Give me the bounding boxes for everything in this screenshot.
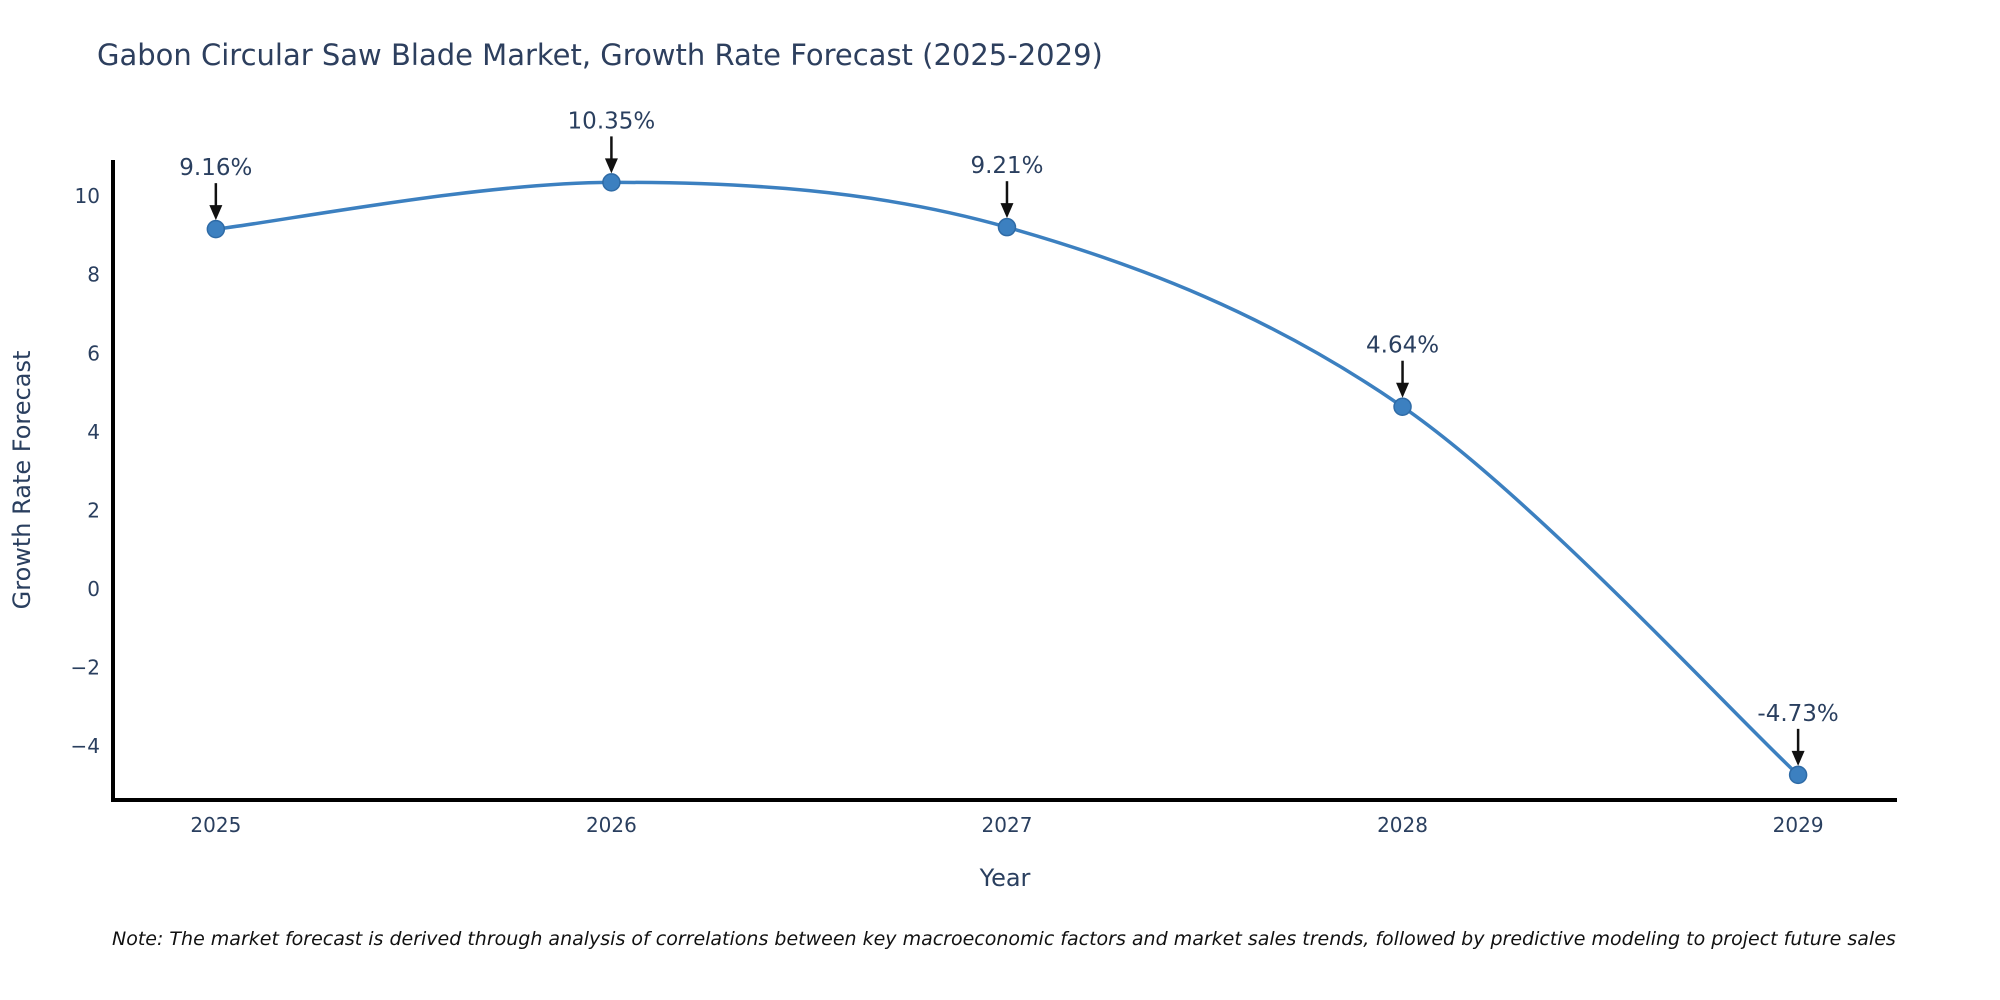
x-axis-title: Year xyxy=(979,864,1031,892)
x-tick-label: 2025 xyxy=(190,813,241,837)
data-point-2026[interactable] xyxy=(602,173,621,192)
y-tick-label: −2 xyxy=(71,656,100,680)
annotation-arrowhead-2026 xyxy=(604,158,618,174)
annotation-arrowhead-2027 xyxy=(1000,203,1014,219)
annotation-label-2029: -4.73% xyxy=(1757,701,1838,727)
annotation-arrowhead-2025 xyxy=(209,205,223,221)
annotation-label-2026: 10.35% xyxy=(568,108,656,134)
x-tick-label: 2026 xyxy=(586,813,637,837)
x-tick-label: 2027 xyxy=(982,813,1033,837)
annotation-label-2025: 9.16% xyxy=(179,155,252,181)
y-tick-label: 4 xyxy=(87,420,100,444)
annotation-arrowhead-2028 xyxy=(1396,382,1410,398)
data-point-2027[interactable] xyxy=(997,217,1017,237)
y-tick-label: −4 xyxy=(71,734,100,758)
y-tick-label: 10 xyxy=(75,184,100,208)
annotation-label-2027: 9.21% xyxy=(970,153,1043,179)
y-tick-label: 8 xyxy=(87,263,100,287)
x-tick-label: 2028 xyxy=(1377,813,1428,837)
footnote: Note: The market forecast is derived thr… xyxy=(112,928,1896,950)
data-point-2029[interactable] xyxy=(1788,765,1808,785)
annotation-arrowhead-2029 xyxy=(1791,750,1805,766)
y-tick-label: 0 xyxy=(87,577,100,601)
y-tick-label: 6 xyxy=(87,341,100,365)
y-tick-label: 2 xyxy=(87,498,100,522)
forecast-line xyxy=(215,180,1800,777)
data-point-2028[interactable] xyxy=(1393,397,1412,416)
x-tick-label: 2029 xyxy=(1773,813,1824,837)
chart-title: Gabon Circular Saw Blade Market, Growth … xyxy=(97,38,1103,72)
data-point-2025[interactable] xyxy=(206,219,226,239)
annotation-label-2028: 4.64% xyxy=(1366,333,1439,359)
y-axis-title: Growth Rate Forecast xyxy=(8,351,36,610)
